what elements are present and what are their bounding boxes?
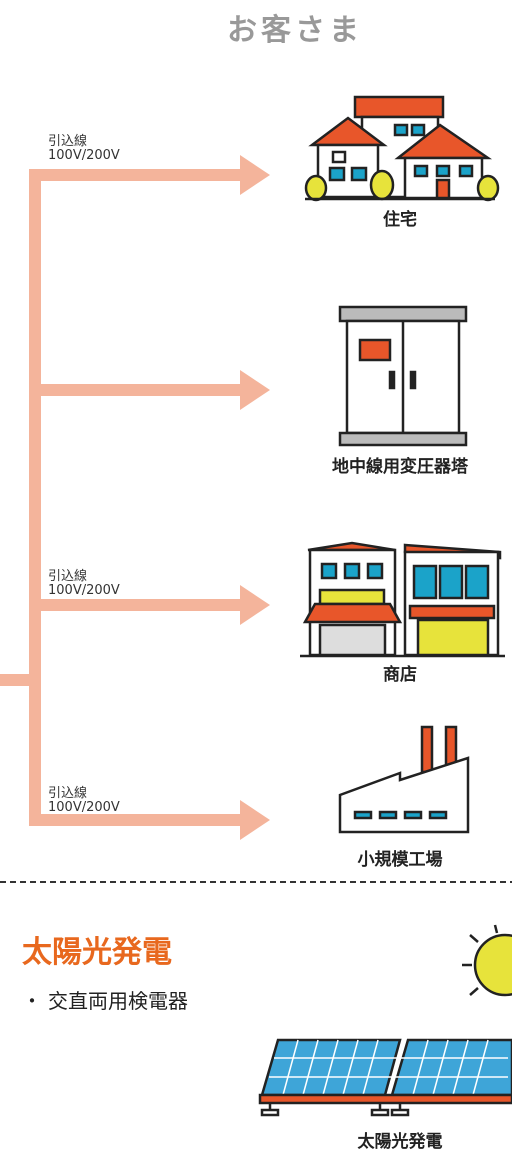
header-title: お客さま bbox=[227, 13, 363, 48]
diagram: お客さま 引込線 100V/200V 引込線 100V/200V 引込線 100… bbox=[0, 0, 512, 1160]
line-label: 引込線 bbox=[48, 568, 87, 584]
shop-icon bbox=[300, 543, 505, 656]
list-item: 交直両用検電器 bbox=[48, 989, 188, 1013]
line-label: 引込線 bbox=[48, 133, 87, 149]
bullet: ・ bbox=[22, 989, 42, 1013]
building-label: 住宅 bbox=[383, 209, 417, 230]
factory-icon bbox=[340, 727, 468, 832]
building-label: 商店 bbox=[383, 664, 417, 685]
transformer-icon bbox=[340, 307, 466, 445]
line-label: 引込線 bbox=[48, 785, 87, 801]
solar-caption: 太陽光発電 bbox=[358, 1131, 443, 1152]
line-label: 100V/200V bbox=[48, 583, 120, 598]
building-label: 小規模工場 bbox=[358, 849, 443, 870]
page: {"header": {"title": "お客さま"}, "branches"… bbox=[0, 0, 512, 1160]
feeder-lines bbox=[0, 155, 270, 840]
solar-icon bbox=[260, 925, 512, 1115]
house-icon bbox=[305, 97, 498, 200]
section-title: 太陽光発電 bbox=[22, 935, 172, 970]
line-label: 100V/200V bbox=[48, 800, 120, 815]
line-label: 100V/200V bbox=[48, 148, 120, 163]
building-label: 地中線用変圧器塔 bbox=[332, 456, 469, 477]
